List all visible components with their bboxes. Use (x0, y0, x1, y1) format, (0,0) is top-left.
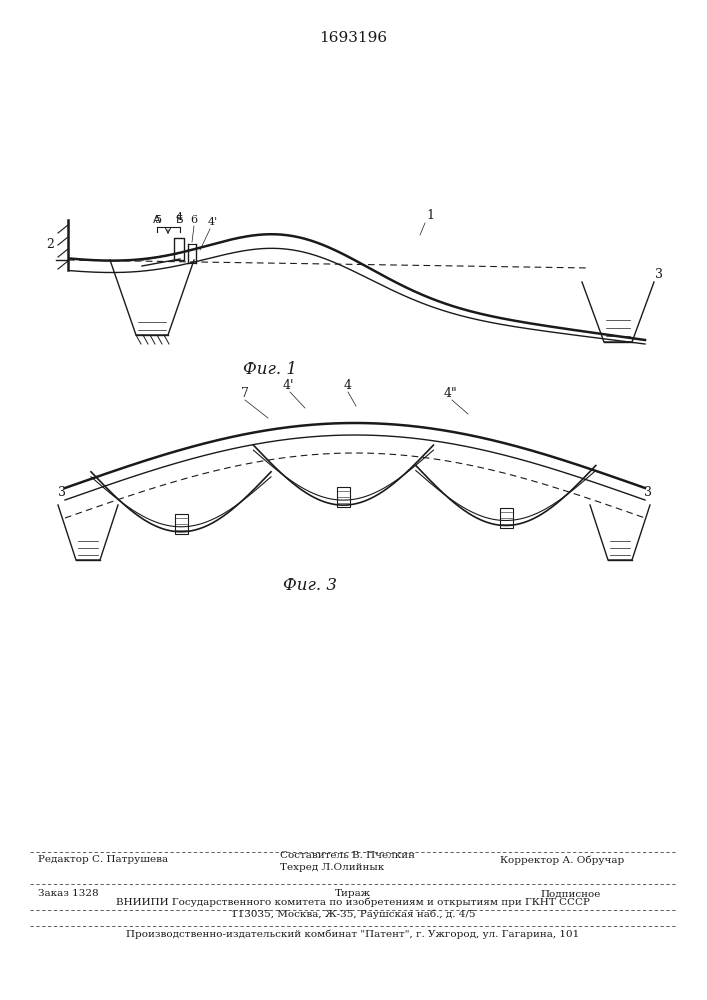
Text: Редактор С. Патрушева: Редактор С. Патрушева (38, 856, 168, 864)
Text: Производственно-издательский комбинат "Патент", г. Ужгород, ул. Гагарина, 101: Производственно-издательский комбинат "П… (127, 929, 580, 939)
Bar (337, 487, 351, 507)
Text: Заказ 1328: Заказ 1328 (38, 890, 98, 898)
Text: 2: 2 (46, 238, 54, 251)
Text: 6: 6 (190, 215, 197, 225)
Bar (500, 508, 513, 528)
Text: 4": 4" (443, 387, 457, 400)
Text: 3: 3 (655, 267, 663, 280)
Text: 3: 3 (644, 486, 652, 498)
Text: Б: Б (176, 215, 184, 225)
Text: Фиг. 1: Фиг. 1 (243, 361, 297, 378)
Text: Фиг. 3: Фиг. 3 (283, 576, 337, 593)
Text: 3: 3 (58, 486, 66, 498)
Text: Подписное: Подписное (540, 890, 600, 898)
Text: Корректор А. Обручар: Корректор А. Обручар (500, 855, 624, 865)
Text: 4': 4' (208, 217, 218, 227)
Text: 5: 5 (155, 215, 162, 225)
Text: Составитель В. Пчелкин: Составитель В. Пчелкин (280, 852, 415, 860)
Text: ВНИИПИ Государственного комитета по изобретениям и открытиям при ГКНТ СССР: ВНИИПИ Государственного комитета по изоб… (116, 897, 590, 907)
Text: 4: 4 (175, 212, 182, 222)
Text: 1: 1 (426, 209, 434, 222)
Bar (175, 514, 188, 534)
Text: 1693196: 1693196 (319, 31, 387, 45)
Text: 113035, Москва, Ж-35, Раушская наб., д. 4/5: 113035, Москва, Ж-35, Раушская наб., д. … (230, 909, 475, 919)
Text: 4': 4' (282, 379, 293, 392)
Text: 4: 4 (344, 379, 352, 392)
Text: Тираж: Тираж (335, 890, 371, 898)
Text: Техред Л.Олийнык: Техред Л.Олийнык (280, 863, 384, 872)
Text: 7: 7 (241, 387, 249, 400)
Text: А: А (153, 215, 160, 225)
